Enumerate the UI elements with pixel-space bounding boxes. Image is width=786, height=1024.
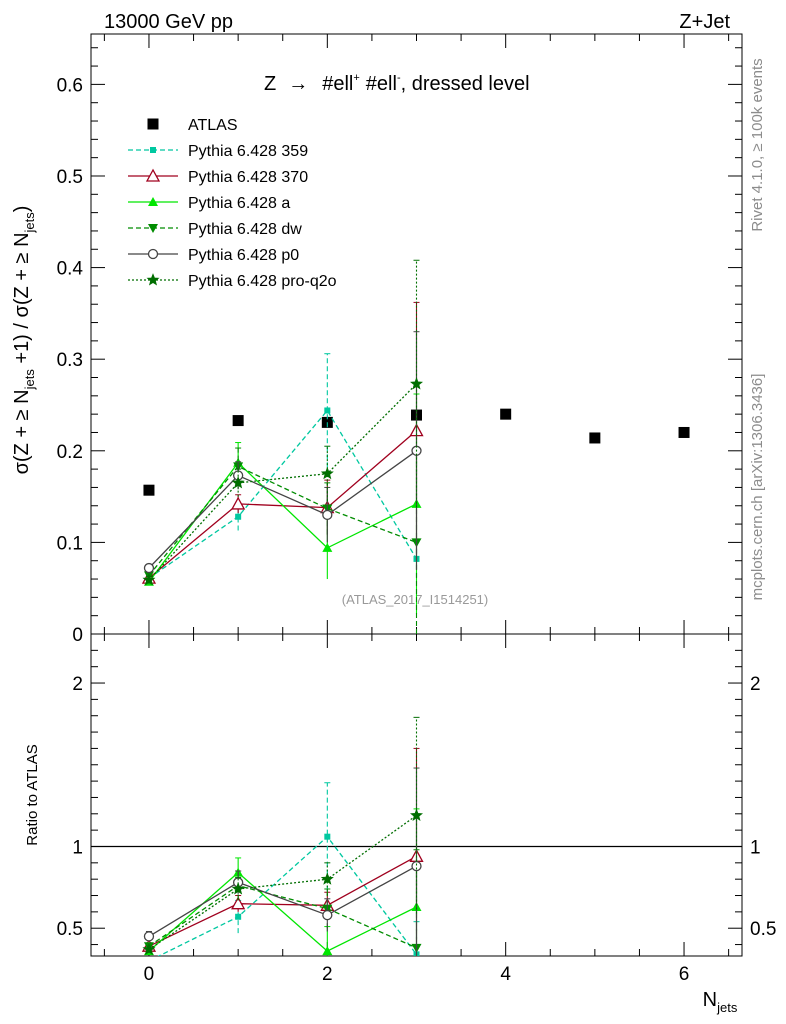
legend-item: Pythia 6.428 a [128, 195, 290, 212]
ratio-series-pythia-6-428-pro-q2o [142, 716, 423, 955]
data-point [232, 415, 244, 427]
ratio-y-tick-label: 1 [72, 837, 83, 858]
data-point [143, 562, 155, 574]
ratio-y-tick-label-right: 1 [750, 837, 761, 858]
data-point [143, 484, 155, 496]
main-y-tick-label: 0.3 [57, 350, 83, 371]
ratio-series-line [148, 855, 417, 947]
data-point [320, 466, 334, 480]
main-title: Z → #ell+ #ell-, dressed level [264, 72, 530, 95]
header-process: Z+Jet [679, 11, 730, 33]
ratio-data-point [410, 808, 423, 821]
ratio-series-line [148, 884, 417, 949]
main-y-tick-label: 0.4 [57, 259, 84, 280]
legend-item: Pythia 6.428 359 [128, 143, 308, 160]
ratio-data-point [324, 833, 331, 840]
legend: ATLAS Pythia 6.428 359 Pythia 6.428 370 Pyt… [128, 117, 337, 290]
main-y-tick-label: 0.5 [57, 167, 83, 188]
legend-label: Pythia 6.428 a [188, 195, 290, 212]
ratio-data-point [231, 882, 245, 895]
series-line [148, 409, 418, 579]
analysis-watermark: (ATLAS_2017_I1514251) [342, 592, 488, 607]
data-point [142, 573, 156, 586]
series-pythia-6-428-a [143, 393, 422, 614]
data-point [678, 426, 690, 438]
main-y-axis-label: σ(Z + ≥ Njets +1) / σ(Z + ≥ Njets) [11, 206, 37, 475]
x-tick-label: 6 [679, 964, 690, 985]
ratio-y-tick-label: 0.5 [57, 919, 83, 940]
legend-item: Pythia 6.428 370 [128, 168, 308, 186]
series-line [148, 430, 417, 579]
rivet-version-label: Rivet 4.1.0, ≥ 100k events [749, 58, 766, 231]
ratio-series-line [157, 835, 418, 956]
ratio-data-point [231, 896, 246, 910]
legend-marker [150, 147, 156, 153]
series-line [148, 383, 417, 581]
ratio-series-line [148, 871, 417, 952]
legend-item: Pythia 6.428 dw [128, 221, 302, 238]
ratio-data-point [322, 946, 333, 956]
data-point [322, 509, 333, 521]
series-line [148, 450, 417, 569]
legend-marker [148, 224, 158, 233]
x-tick-label: 2 [322, 964, 333, 985]
data-point [231, 496, 246, 510]
legend-label: Pythia 6.428 dw [188, 221, 302, 238]
legend-marker [147, 118, 159, 130]
legend-marker [147, 248, 159, 260]
legend-label: Pythia 6.428 370 [188, 169, 308, 186]
legend-marker [148, 197, 158, 206]
series-pythia-6-428-359 [145, 353, 420, 582]
data-point [410, 377, 423, 390]
axis-ticks: 0 0.1 0.2 0.3 0.4 0.5 0.6 0 2 4 6 0.5 0.5 1 1 2 2 [57, 34, 776, 985]
series-pythia-6-428-pro-q2o [142, 259, 423, 586]
legend-item: Pythia 6.428 pro-q2o [128, 273, 337, 290]
ratio-series-pythia-6-428-p0 [143, 767, 422, 956]
header-energy: 13000 GeV pp [104, 11, 233, 33]
ratio-data-point [142, 942, 156, 955]
ratio-data-point [411, 860, 422, 872]
ratio-data-point [320, 872, 334, 885]
data-point [500, 408, 512, 420]
ratio-y-tick-label-right: 0.5 [750, 919, 776, 940]
legend-item: Pythia 6.428 p0 [128, 247, 299, 264]
x-axis-label: Njets [703, 989, 738, 1015]
main-y-tick-label: 0.6 [57, 75, 83, 96]
data-point [322, 542, 333, 552]
legend-label: ATLAS [188, 117, 238, 134]
legend-label: Pythia 6.428 pro-q2o [188, 273, 337, 290]
main-series-layer [141, 259, 690, 634]
ratio-series-layer [141, 716, 424, 964]
main-y-tick-label: 0.1 [57, 533, 83, 554]
ratio-data-point [322, 909, 333, 921]
mcplots-label: mcplots.cern.ch [arXiv:1306.3436] [749, 374, 766, 601]
data-point [324, 407, 331, 414]
ratio-series-line [148, 865, 417, 937]
legend-label: Pythia 6.428 359 [188, 143, 308, 160]
legend-marker [146, 273, 160, 286]
main-y-tick-label: 0.2 [57, 442, 83, 463]
series-pythia-6-428-p0 [143, 331, 422, 574]
ratio-data-point [146, 958, 152, 964]
series-line [148, 461, 417, 583]
ratio-series-line [148, 814, 417, 951]
legend-item: ATLAS [147, 117, 238, 134]
ratio-y-axis-label: Ratio to ATLAS [24, 744, 41, 845]
data-point [235, 513, 242, 520]
legend-marker [145, 168, 161, 182]
ratio-data-point [143, 931, 155, 942]
x-tick-label: 0 [144, 964, 155, 985]
ratio-data-point [235, 913, 242, 920]
series-line [148, 465, 417, 576]
legend-label: Pythia 6.428 p0 [188, 247, 299, 264]
data-point [231, 476, 245, 489]
x-tick-label: 4 [500, 964, 511, 985]
ratio-y-tick-label-right: 2 [750, 674, 761, 695]
data-point [589, 432, 601, 444]
main-y-tick-label: 0 [72, 625, 83, 646]
ratio-y-tick-label: 2 [72, 674, 83, 695]
